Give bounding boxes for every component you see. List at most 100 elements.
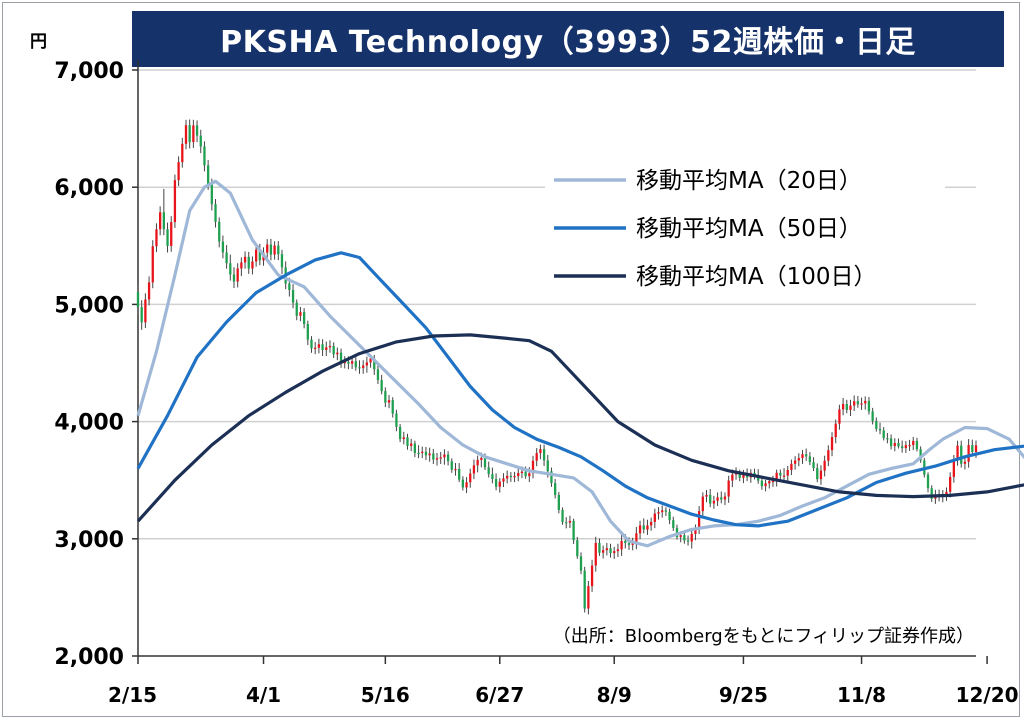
- candle-body: [506, 475, 509, 479]
- candle-body: [875, 421, 878, 429]
- candle: [565, 517, 568, 529]
- candle: [827, 445, 830, 467]
- candle: [225, 245, 228, 269]
- candle: [594, 536, 597, 572]
- candle-body: [949, 476, 952, 492]
- candle: [716, 492, 719, 506]
- candle-body: [664, 510, 668, 512]
- legend-label: 移動平均MA（50日）: [636, 216, 862, 242]
- candle: [686, 535, 690, 546]
- candle-body: [509, 475, 513, 478]
- candle-body: [483, 457, 487, 468]
- candle: [413, 440, 417, 458]
- candle: [926, 472, 930, 493]
- candle-body: [539, 449, 542, 454]
- candle: [812, 457, 815, 472]
- candle: [864, 396, 867, 410]
- candle: [661, 505, 664, 518]
- candle-body: [546, 460, 549, 472]
- candle-body: [144, 299, 147, 323]
- candle-body: [332, 346, 335, 355]
- candle: [878, 422, 882, 435]
- candle-body: [561, 509, 564, 523]
- moving-averages: [136, 179, 1024, 548]
- candle-body: [513, 476, 516, 478]
- candle: [971, 439, 974, 456]
- candle: [461, 476, 465, 491]
- candle: [779, 469, 782, 480]
- candle: [579, 552, 583, 575]
- candle: [199, 129, 202, 154]
- candle: [712, 495, 716, 509]
- candle-body: [686, 540, 690, 542]
- candle-body: [786, 470, 789, 476]
- candle-body: [812, 462, 815, 469]
- ma-line-50: [136, 251, 1024, 528]
- candle: [195, 120, 199, 143]
- candle-body: [771, 480, 775, 483]
- candle: [358, 360, 361, 374]
- candle: [620, 533, 623, 556]
- x-tick-label: 5/16: [361, 683, 410, 707]
- candle-body: [410, 443, 413, 446]
- candle: [871, 407, 874, 425]
- candle-body: [635, 533, 638, 544]
- candle: [391, 397, 394, 418]
- candle-body: [723, 496, 727, 500]
- candle-body: [321, 344, 324, 350]
- candle: [793, 456, 797, 470]
- candle: [720, 491, 723, 504]
- candle-body: [624, 540, 627, 544]
- candle-body: [683, 535, 686, 541]
- candle-body: [454, 468, 457, 471]
- candle: [642, 518, 645, 534]
- legend: 移動平均MA（20日） 移動平均MA（50日） 移動平均MA（100日）: [545, 160, 945, 300]
- candle-body: [384, 391, 387, 403]
- candle-body: [956, 445, 959, 461]
- candle: [513, 471, 516, 483]
- candle: [960, 440, 963, 468]
- candle: [886, 432, 889, 444]
- candle-body: [354, 361, 357, 368]
- candle: [395, 409, 398, 432]
- candle: [398, 424, 402, 443]
- candle-body: [232, 274, 236, 282]
- candle-body: [450, 461, 453, 470]
- candle-body: [926, 474, 930, 489]
- candle-body: [258, 249, 261, 261]
- candle-body: [195, 125, 199, 136]
- candle-body: [328, 346, 332, 348]
- candle-body: [816, 468, 819, 480]
- candle-body: [140, 307, 143, 323]
- candle-body: [590, 565, 594, 587]
- candle-body: [601, 550, 605, 553]
- candle-body: [421, 451, 424, 454]
- candle: [443, 449, 446, 465]
- candle: [302, 308, 306, 329]
- candle: [354, 357, 357, 371]
- ma-line-100: [136, 333, 1024, 523]
- candle-body: [930, 488, 933, 499]
- candle: [535, 448, 538, 467]
- candle-body: [181, 143, 184, 163]
- candle-body: [247, 256, 250, 269]
- candle: [465, 477, 468, 494]
- candle-body: [760, 480, 764, 487]
- candle: [882, 427, 885, 441]
- candle-body: [480, 457, 483, 460]
- candle: [218, 217, 221, 248]
- candle-body: [886, 438, 889, 440]
- candle-body: [646, 525, 649, 530]
- candle-body: [697, 511, 701, 529]
- candle: [915, 437, 919, 452]
- candle-body: [827, 450, 830, 461]
- candle: [432, 449, 435, 465]
- candle-body: [712, 500, 716, 504]
- candle: [819, 465, 823, 485]
- candle-body: [214, 204, 217, 222]
- candle: [557, 491, 560, 514]
- candle-body: [790, 463, 793, 471]
- candle: [214, 199, 217, 228]
- candle-body: [679, 535, 682, 538]
